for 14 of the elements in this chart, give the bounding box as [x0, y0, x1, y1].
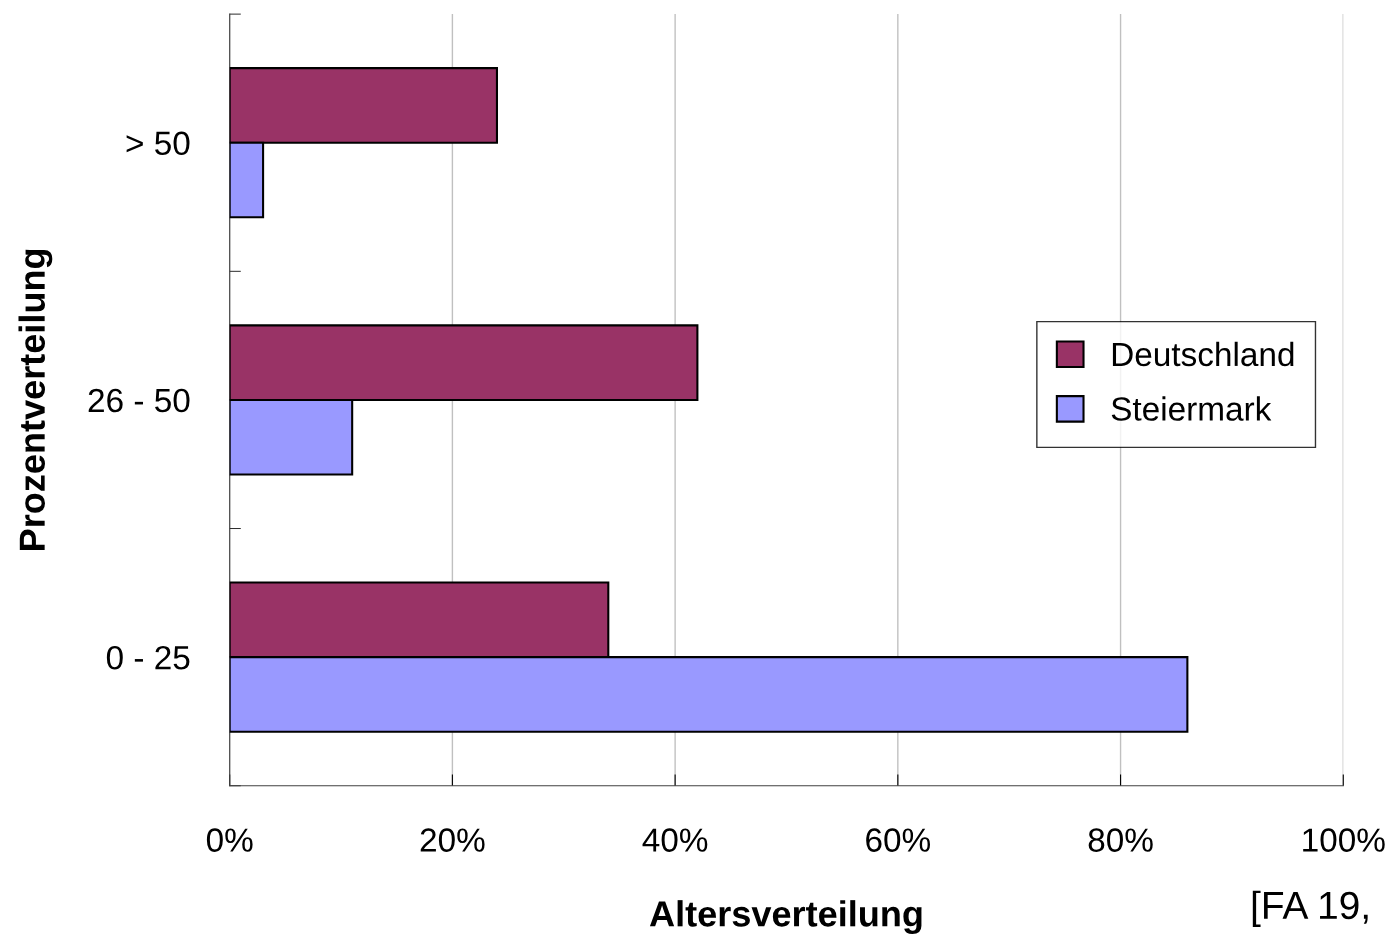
y-tick-label: 0 - 25 — [106, 645, 190, 670]
x-tick-label: 60% — [866, 828, 931, 852]
legend-label: Deutschland — [1112, 341, 1294, 367]
x-tick-label: 100% — [1303, 828, 1385, 852]
y-tick-label: > 50 — [126, 131, 190, 156]
x-tick-label: 20% — [420, 828, 485, 852]
x-axis-title: Altersverteilung — [649, 900, 922, 934]
text: [FA 19, — [1252, 890, 1368, 927]
y-axis-title: Prozentverteilung — [18, 249, 53, 550]
y-tick-label: 26 - 50 — [88, 388, 190, 413]
x-tick-label: 0% — [206, 828, 253, 852]
x-tick-label: 40% — [642, 828, 708, 852]
x-tick-label: 80% — [1088, 828, 1153, 852]
legend-label: Steiermark — [1111, 396, 1272, 421]
